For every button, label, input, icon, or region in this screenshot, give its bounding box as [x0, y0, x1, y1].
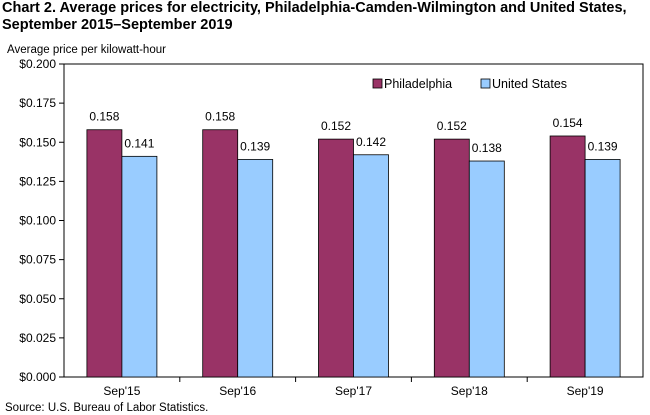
x-tick-label: Sep'18 [451, 384, 488, 398]
data-label: 0.142 [356, 135, 386, 149]
y-tick-label: $0.050 [19, 292, 56, 306]
y-tick-label: $0.100 [19, 214, 56, 228]
bar-philadelphia [86, 129, 123, 378]
x-tick-label: Sep'16 [219, 384, 256, 398]
legend-swatch-philadelphia [372, 78, 383, 89]
source-note: Source: U.S. Bureau of Labor Statistics. [5, 402, 209, 414]
chart-title: Chart 2. Average prices for electricity,… [2, 0, 642, 34]
y-tick-label: $0.000 [19, 370, 56, 384]
data-label: 0.139 [588, 139, 618, 153]
data-label: 0.139 [240, 139, 270, 153]
bar-philadelphia [318, 138, 354, 378]
x-tick-label: Sep'17 [335, 384, 372, 398]
legend-label-philadelphia: Philadelphia [384, 77, 452, 91]
y-tick-label: $0.025 [19, 331, 56, 345]
y-tick-label: $0.150 [19, 135, 56, 149]
legend-swatch-united-states [480, 78, 491, 89]
chart-title-line-1: Chart 2. Average prices for electricity,… [2, 0, 627, 16]
bar-philadelphia [549, 135, 586, 378]
y-tick-label: $0.175 [19, 96, 56, 110]
bar-philadelphia [433, 138, 470, 378]
data-label: 0.154 [553, 116, 583, 130]
bar-united-states [237, 159, 274, 378]
bar-philadelphia [202, 129, 239, 378]
chart-title-line-2: September 2015–September 2019 [2, 17, 233, 33]
bar-united-states [121, 155, 158, 378]
bar-united-states [468, 160, 505, 378]
data-label: 0.158 [205, 110, 235, 124]
data-label: 0.158 [89, 110, 119, 124]
y-tick-label: $0.125 [19, 174, 56, 188]
y-tick-label: $0.200 [19, 57, 56, 71]
x-tick-label: Sep'19 [567, 384, 604, 398]
data-label: 0.138 [472, 141, 502, 155]
y-axis-label: Average price per kilowatt-hour [7, 44, 166, 56]
y-tick-label: $0.075 [19, 253, 56, 267]
data-label: 0.152 [437, 119, 467, 133]
data-label: 0.141 [124, 136, 154, 150]
x-tick-label: Sep'15 [103, 384, 140, 398]
data-label: 0.152 [321, 119, 351, 133]
legend-label-united-states: United States [492, 77, 567, 91]
bar-united-states [584, 159, 621, 378]
bar-united-states [353, 154, 389, 378]
